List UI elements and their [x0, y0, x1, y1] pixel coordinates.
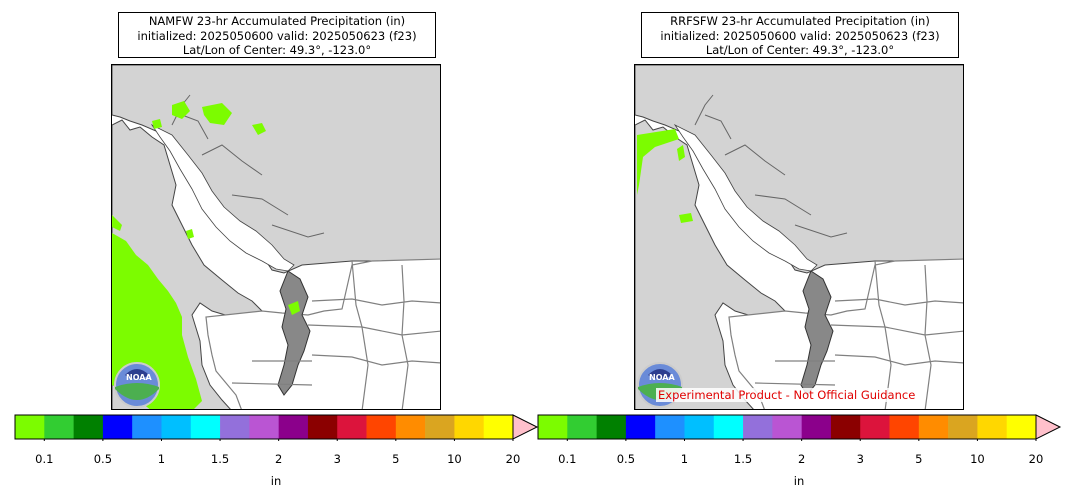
colorbar-segment: [366, 415, 397, 439]
left-colorbar-units: in: [270, 474, 282, 488]
colorbar-segment: [425, 415, 455, 439]
colorbar-tick-label: 5: [915, 452, 923, 466]
colorbar-tick-label: 2: [274, 452, 283, 466]
colorbar-segment: [44, 415, 74, 439]
county-lines: [231, 260, 440, 409]
right-map-svg: [635, 65, 963, 409]
left-title-line2: initialized: 2025050600 valid: 202505062…: [137, 28, 417, 43]
right-title-line2: initialized: 2025050600 valid: 202505062…: [660, 28, 940, 43]
us-land: [728, 258, 963, 409]
colorbar-tick-label: 10: [970, 452, 985, 466]
colorbar-segment: [395, 415, 426, 439]
colorbar-segment: [655, 415, 685, 439]
colorbar-segment: [860, 415, 890, 439]
colorbar-segment: [596, 415, 627, 439]
right-title-line1: RRFSFW 23-hr Accumulated Precipitation (…: [670, 14, 930, 28]
colorbar-segment: [454, 415, 485, 439]
colorbar-segment: [713, 415, 744, 439]
colorbar-tick-label: 1.5: [733, 452, 753, 466]
colorbar-segment: [1006, 415, 1037, 439]
colorbar-segment: [337, 415, 367, 439]
inlet-lines: [694, 94, 848, 238]
right-colorbar-ticks: 0.1 0.5 1 1.5 2 3 5 10 20: [537, 452, 1063, 466]
county-lines: [754, 260, 963, 409]
left-colorbar: [14, 414, 539, 441]
right-colorbar: [537, 414, 1062, 441]
colorbar-segment: [132, 415, 162, 439]
right-title-box: RRFSFW 23-hr Accumulated Precipitation (…: [641, 12, 959, 58]
colorbar-segment: [830, 415, 861, 439]
colorbar-tick-label: 0.5: [93, 452, 113, 466]
colorbar-tick-label: 0.5: [616, 452, 636, 466]
left-map: NOAA: [111, 64, 441, 410]
colorbar-segment: [15, 415, 45, 439]
colorbar-segment: [772, 415, 802, 439]
colorbar-segment: [190, 415, 221, 439]
colorbar-tick-label: 5: [392, 452, 400, 466]
left-title-box: NAMFW 23-hr Accumulated Precipitation (i…: [118, 12, 436, 58]
colorbar-tick-label: 2: [797, 452, 806, 466]
colorbar-outline: [14, 414, 514, 440]
colorbar-tick-label: 1: [157, 452, 166, 466]
disclaimer-text: Experimental Product - Not Official Guid…: [656, 388, 918, 402]
left-logo-text: NOAA: [126, 373, 152, 382]
colorbar-tick-label: 10: [447, 452, 462, 466]
colorbar-outline: [537, 414, 1037, 440]
right-title-line3: Lat/Lon of Center: 49.3°, -123.0°: [705, 43, 895, 57]
colorbar-tick-label: 3: [856, 452, 864, 466]
colorbar-segment: [249, 415, 279, 439]
colorbar-segment: [743, 415, 773, 439]
left-map-svg: [112, 65, 440, 409]
colorbar-tick-label: 0.1: [558, 452, 577, 466]
colorbar-segment: [625, 415, 656, 439]
colorbar-tick-label: 3: [333, 452, 341, 466]
colorbar-segment: [918, 415, 949, 439]
left-colorbar-ticks: 0.1 0.5 1 1.5 2 3 5 10 20: [14, 452, 540, 466]
right-map: NOAA: [634, 64, 964, 410]
colorbar-segment: [278, 415, 309, 439]
left-title-line1: NAMFW 23-hr Accumulated Precipitation (i…: [148, 14, 406, 28]
us-land: [205, 258, 440, 409]
right-precip: [637, 129, 693, 223]
puget-sound: [277, 270, 311, 396]
vancouver-island: [635, 119, 786, 409]
colorbar-segment: [801, 415, 832, 439]
colorbar-segment: [889, 415, 920, 439]
left-panel: NAMFW 23-hr Accumulated Precipitation (i…: [111, 12, 441, 410]
colorbar-segment: [102, 415, 133, 439]
colorbar-extend-arrow: [1035, 414, 1062, 440]
colorbar-segment: [948, 415, 978, 439]
colorbar-segment: [307, 415, 338, 439]
right-panel: RRFSFW 23-hr Accumulated Precipitation (…: [538, 0, 1076, 503]
colorbar-segment: [567, 415, 597, 439]
colorbar-segment: [684, 415, 715, 439]
colorbar-tick-label: 20: [1028, 452, 1044, 466]
right-logo-text: NOAA: [649, 373, 675, 382]
colorbar-segment: [73, 415, 104, 439]
colorbar-segment: [483, 415, 514, 439]
colorbar-tick-label: 1.5: [210, 452, 230, 466]
colorbar-extend-arrow: [512, 414, 539, 440]
colorbar-tick-label: 0.1: [35, 452, 54, 466]
colorbar-tick-label: 20: [505, 452, 521, 466]
colorbar-segment: [977, 415, 1008, 439]
colorbar-segment: [538, 415, 568, 439]
colorbar-segment: [220, 415, 250, 439]
colorbar-segment: [161, 415, 192, 439]
right-colorbar-units: in: [793, 474, 805, 488]
noaa-logo-icon: [114, 362, 160, 408]
colorbar-tick-label: 1: [680, 452, 689, 466]
left-title-line3: Lat/Lon of Center: 49.3°, -123.0°: [182, 43, 372, 57]
